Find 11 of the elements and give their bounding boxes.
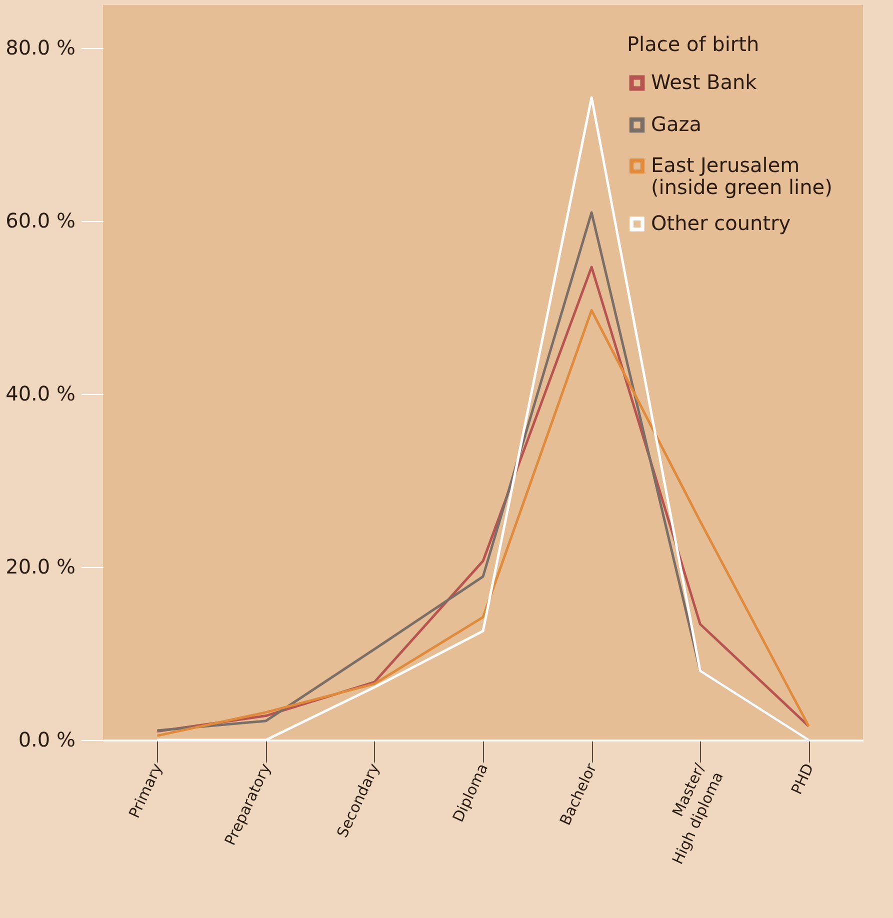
legend-label: Other country [651, 211, 791, 235]
legend-title: Place of birth [627, 32, 760, 56]
y-tick-label: 20.0 % [6, 554, 76, 579]
y-tick-label: 0.0 % [18, 728, 76, 752]
y-tick-label: 80.0 % [6, 36, 76, 60]
x-tick-label: PHD [788, 760, 818, 798]
y-tick-label: 60.0 % [6, 208, 76, 233]
legend-label: West Bank [651, 70, 758, 94]
legend-label: East Jerusalem (inside green line) [651, 153, 832, 199]
y-tick-label: 40.0 % [6, 382, 76, 406]
legend-label: Gaza [651, 112, 702, 136]
